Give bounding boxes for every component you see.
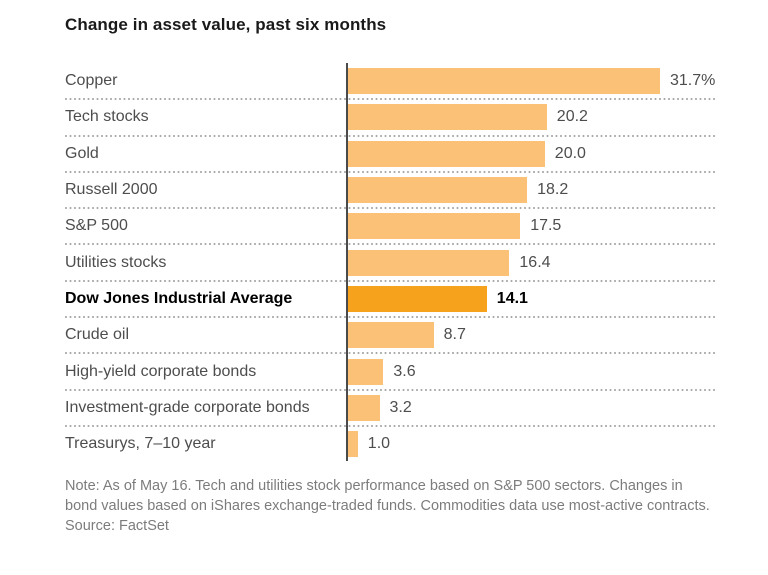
- value-label: 3.6: [393, 362, 416, 380]
- value-label: 1.0: [367, 435, 391, 453]
- value-label: 20.0: [554, 144, 586, 162]
- dotted-separator: [65, 279, 715, 282]
- bar: [348, 177, 528, 204]
- bar: [348, 140, 545, 167]
- bar-track: 16.4: [348, 244, 551, 280]
- bar-row: Dow Jones Industrial Average 14.1: [65, 281, 715, 319]
- category-label: Dow Jones Industrial Average: [65, 289, 293, 307]
- category-label: Crude oil: [65, 326, 130, 344]
- bar-track: 20.2: [348, 99, 588, 135]
- value-label: 14.1: [496, 289, 528, 307]
- bar: [348, 285, 487, 312]
- category-label: Tech stocks: [65, 108, 149, 126]
- bar-track: 3.2: [348, 390, 412, 426]
- value-label: 17.5: [530, 217, 562, 235]
- bar-track: 1.0: [348, 426, 390, 462]
- chart-footer: Note: As of May 16. Tech and utilities s…: [65, 476, 717, 536]
- footnote: Note: As of May 16. Tech and utilities s…: [65, 478, 710, 514]
- bar: [348, 104, 547, 131]
- category-label: Treasurys, 7–10 year: [65, 435, 216, 453]
- dotted-separator: [65, 352, 715, 355]
- bar-row: Tech stocks 20.2: [65, 99, 715, 137]
- category-label: Gold: [65, 144, 99, 162]
- category-label: Russell 2000: [65, 181, 158, 199]
- bar-row: Treasurys, 7–10 year 1.0: [65, 426, 715, 462]
- bar-track: 8.7: [348, 317, 466, 353]
- bar-track: 20.0: [348, 136, 586, 172]
- dotted-separator: [65, 98, 715, 101]
- dotted-separator: [65, 388, 715, 391]
- dotted-separator: [65, 207, 715, 210]
- bar-row: Utilities stocks 16.4: [65, 244, 715, 282]
- zero-axis-line: [346, 63, 348, 461]
- bar-track: 3.6: [348, 353, 416, 389]
- value-label: 31.7%: [670, 72, 716, 90]
- value-label: 18.2: [537, 181, 569, 199]
- bar: [348, 431, 358, 458]
- bar: [348, 68, 660, 95]
- bar-rows-container: Copper 31.7% Tech stocks 20.2 Gold 20.0 Russel…: [65, 63, 715, 462]
- bar-row: Russell 2000 18.2: [65, 172, 715, 210]
- chart-title: Change in asset value, past six months: [65, 15, 387, 34]
- bar-row: Copper 31.7%: [65, 63, 715, 101]
- source-line: Source: FactSet: [65, 518, 169, 534]
- category-label: Investment-grade corporate bonds: [65, 398, 310, 416]
- bar: [348, 249, 510, 276]
- bar-row: Gold 20.0: [65, 136, 715, 173]
- bar: [348, 394, 380, 421]
- bar-chart: Copper 31.7% Tech stocks 20.2 Gold 20.0 Russel…: [65, 63, 715, 463]
- dotted-separator: [65, 134, 715, 137]
- bar-row: High-yield corporate bonds 3.6: [65, 353, 715, 391]
- value-label: 16.4: [519, 253, 551, 271]
- value-label: 8.7: [443, 326, 466, 344]
- category-label: High-yield corporate bonds: [65, 362, 257, 380]
- dotted-separator: [65, 424, 715, 427]
- bar: [348, 322, 434, 349]
- bar-track: 18.2: [348, 172, 568, 208]
- dotted-separator: [65, 243, 715, 246]
- bar-track: 31.7%: [348, 63, 715, 99]
- value-label: 3.2: [389, 398, 412, 416]
- bar-row: Investment-grade corporate bonds 3.2: [65, 390, 715, 427]
- bar-track: 14.1: [348, 281, 528, 317]
- value-label: 20.2: [556, 108, 588, 126]
- bar-row: S&P 500 17.5: [65, 208, 715, 246]
- category-label: Utilities stocks: [65, 253, 167, 271]
- bar: [348, 358, 384, 385]
- bar-track: 17.5: [348, 208, 561, 244]
- bar: [348, 213, 521, 240]
- dotted-separator: [65, 170, 715, 173]
- dotted-separator: [65, 316, 715, 319]
- bar-row: Crude oil 8.7: [65, 317, 715, 355]
- category-label: Copper: [65, 72, 118, 90]
- category-label: S&P 500: [65, 217, 128, 235]
